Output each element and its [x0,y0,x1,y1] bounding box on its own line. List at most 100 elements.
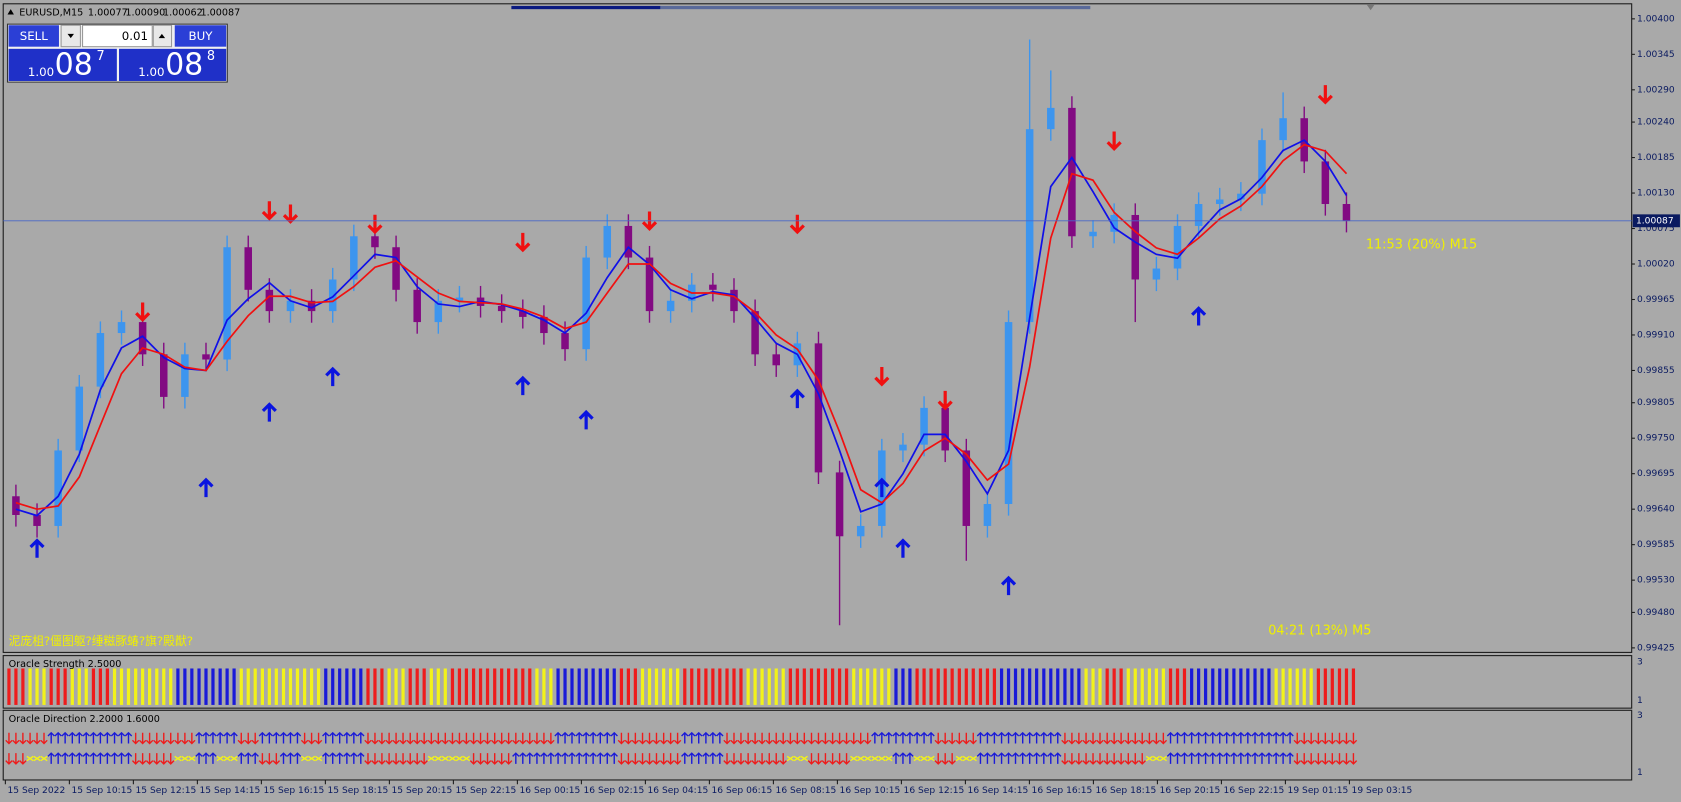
buy-price-point: 8 [207,49,215,64]
candle-body [751,311,759,355]
direction-glyph [490,753,499,765]
strength-bar [1295,668,1299,705]
direction-glyph [145,732,154,745]
sell-label: SELL [20,29,48,43]
candle-body [1089,231,1097,237]
buy-button[interactable] [174,25,227,47]
sell-price-pips: 08 [55,47,93,82]
candle-body [328,279,337,312]
direction-glyph [716,752,724,764]
direction-glyph [730,732,738,745]
direction-glyph [814,753,823,765]
direction-glyph [863,732,872,745]
sell-button[interactable] [8,25,59,47]
candle-body [33,514,41,526]
up-arrow [895,538,911,558]
direction-glyph [709,731,717,744]
strength-bar [28,668,32,705]
direction-glyph [462,755,471,762]
direction-glyph [807,753,816,765]
y-tick-label: 0.99695 [1637,469,1675,479]
direction-glyph [1237,752,1245,764]
direction-glyph [1040,752,1048,764]
sell-price-box[interactable] [8,48,117,81]
strength-bar [239,668,243,705]
direction-glyph [1321,753,1330,765]
strength-bar [1302,668,1306,705]
candle-body [730,289,738,312]
candle-body [962,450,971,526]
direction-glyph [1040,731,1048,744]
strength-bar [521,668,525,705]
direction-glyph [1138,732,1146,745]
moving-average [15,143,1348,511]
strength-bar [880,668,884,705]
direction-glyph [751,753,759,765]
candle-body [286,300,295,312]
direction-glyph [441,755,449,762]
strength-bar [84,668,88,705]
direction-glyph [1166,731,1175,744]
strength-bar [577,668,581,705]
strength-bar [739,668,743,705]
strength-bar [683,668,687,705]
sub-axis-label: 3 [1637,711,1643,721]
direction-glyph [181,755,189,762]
strength-bar [232,668,236,705]
direction-glyph [1131,753,1139,765]
up-arrow [198,477,214,498]
strength-bar [654,668,659,705]
down-arrow [789,214,805,235]
candle-body [434,300,443,323]
direction-glyph [188,732,196,745]
direction-glyph [913,731,921,744]
direction-glyph [279,752,288,764]
direction-glyph [709,752,717,764]
strength-bar [1175,668,1180,705]
strength-bar [295,668,300,705]
strength-bar [978,668,983,705]
direction-glyph [1131,732,1139,745]
strength-bar [500,668,504,705]
strength-bar [528,668,532,705]
candle-body [392,247,400,290]
direction-glyph [1117,753,1125,765]
up-arrow [1000,575,1017,596]
y-tick-label: 1.00020 [1637,260,1675,270]
direction-glyph [582,731,590,744]
direction-glyph [744,732,752,745]
sell-price-point: 7 [96,49,104,64]
direction-glyph [413,753,421,765]
header-icon [7,9,14,15]
lot-input[interactable] [82,24,153,48]
direction-glyph [19,732,27,745]
x-tick-label: 16 Sep 18:15 [1096,786,1157,796]
strength-bar [1077,668,1081,705]
direction-glyph [695,752,703,764]
direction-glyph [842,732,851,745]
quote-open: 1.00077 [88,7,128,18]
candle-body [455,297,464,301]
candle-body [666,300,675,312]
strength-bar [471,668,476,705]
direction-glyph [335,752,344,764]
buy-price-box[interactable] [118,48,227,81]
direction-glyph [976,731,985,744]
strength-bar [14,668,18,705]
up-arrow [1191,306,1207,326]
strength-bar [999,668,1004,705]
candle-body [1110,214,1118,232]
scroll-bar [511,5,661,10]
direction-glyph [751,732,759,745]
y-tick-label: 0.99480 [1637,608,1675,618]
direction-glyph [969,755,977,762]
direction-glyph [962,755,970,762]
strength-bar [112,668,117,705]
direction-glyph [350,752,358,764]
direction-glyph [990,752,999,764]
candle-body [856,525,865,537]
direction-glyph [1244,752,1252,764]
strength-bar [21,668,25,705]
direction-glyph [1075,732,1083,745]
up-arrow [261,402,277,422]
